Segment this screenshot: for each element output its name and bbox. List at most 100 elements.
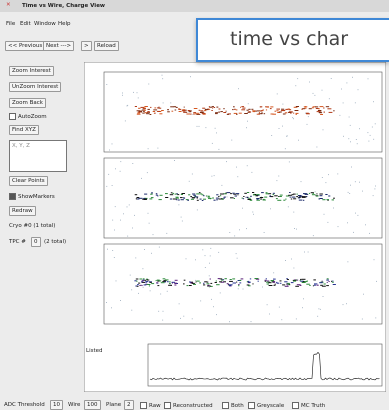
hit: [317, 316, 318, 317]
hit: [316, 193, 317, 194]
previous-button[interactable]: << Previous: [5, 41, 45, 51]
hit: [273, 279, 276, 280]
option-label: MC Truth: [301, 403, 325, 409]
hit: [296, 229, 297, 230]
hit: [278, 196, 279, 197]
hit: [248, 281, 250, 282]
zoom-back-button[interactable]: Zoom Back: [9, 98, 46, 108]
hit: [219, 149, 220, 150]
hit: [333, 198, 335, 199]
hit: [322, 286, 326, 287]
hit: [200, 193, 202, 194]
hit: [313, 285, 314, 286]
hit: [373, 101, 374, 102]
zoom-interest-button[interactable]: Zoom Interest: [9, 66, 54, 76]
hit: [295, 85, 296, 86]
hit: [108, 174, 109, 175]
coords-field[interactable]: X, Y, Z: [9, 140, 67, 172]
hit: [357, 143, 358, 144]
hit: [324, 214, 325, 215]
autozoom-checkbox[interactable]: AutoZoom: [9, 113, 47, 120]
hit: [148, 213, 149, 214]
hit: [338, 226, 339, 227]
hit: [362, 319, 363, 320]
menu-edit[interactable]: Edit: [20, 21, 31, 27]
hit: [212, 198, 214, 199]
hit: [243, 289, 244, 290]
hit: [147, 111, 149, 112]
clear-points-button[interactable]: Clear Points: [9, 176, 48, 186]
hit: [162, 320, 163, 321]
tpc-label: TPC #: [9, 239, 26, 245]
hit: [175, 280, 178, 281]
adc-field[interactable]: 10: [50, 400, 63, 410]
hit: [160, 195, 163, 196]
wire-field[interactable]: 100: [84, 400, 101, 410]
both-option[interactable]: Both: [222, 402, 244, 409]
hit: [332, 281, 333, 282]
hit: [176, 193, 177, 194]
showmarkers-checkbox[interactable]: ShowMarkers: [9, 193, 55, 200]
hit: [227, 283, 229, 284]
hit: [293, 118, 294, 119]
next-button[interactable]: Next --->: [43, 41, 74, 51]
reload-button[interactable]: Reload: [94, 41, 119, 51]
go-button[interactable]: >: [81, 41, 92, 51]
hit: [181, 217, 182, 218]
hit: [197, 209, 198, 210]
greyscale-option[interactable]: Greyscale: [248, 402, 284, 409]
hit: [184, 107, 185, 108]
find-xyz-button[interactable]: Find XYZ: [9, 125, 39, 135]
hit: [193, 195, 196, 196]
hit: [306, 113, 309, 114]
hit: [343, 102, 344, 103]
menu-file[interactable]: File: [6, 21, 15, 27]
hit: [241, 109, 245, 110]
hit: [355, 181, 356, 182]
hit: [125, 120, 126, 121]
hit: [146, 113, 150, 114]
hit: [153, 111, 155, 112]
raw-option[interactable]: Raw: [140, 402, 161, 409]
hit: [183, 283, 185, 284]
hit: [274, 285, 276, 286]
menu-help[interactable]: Help: [58, 21, 71, 27]
hit: [189, 181, 190, 182]
hit: [209, 287, 210, 288]
hit: [143, 198, 145, 199]
plane-field[interactable]: 2: [124, 400, 134, 410]
hit: [137, 113, 140, 114]
hit: [359, 182, 360, 183]
hit: [239, 280, 241, 281]
hit: [243, 196, 244, 197]
hit: [190, 114, 192, 115]
hit: [144, 106, 148, 107]
mctruth-option[interactable]: MC Truth: [292, 402, 325, 409]
redraw-button[interactable]: Redraw: [9, 206, 36, 216]
hit: [331, 78, 332, 79]
reco-option[interactable]: Reconstructed: [164, 402, 213, 409]
hit: [203, 283, 204, 284]
tpc-spinner[interactable]: 0: [31, 237, 41, 247]
menu-window[interactable]: Window: [34, 21, 56, 27]
hit: [148, 148, 149, 149]
close-icon[interactable]: ✕: [6, 2, 11, 8]
hit: [242, 198, 243, 199]
unzoom-interest-button[interactable]: UnZoom Interest: [9, 82, 61, 92]
hit: [138, 108, 140, 109]
hit: [204, 110, 206, 111]
hit: [192, 194, 195, 195]
hit: [287, 279, 289, 280]
hit: [351, 167, 352, 168]
hit: [373, 195, 374, 196]
hit: [233, 106, 235, 107]
hit: [260, 199, 262, 200]
hit: [127, 105, 128, 106]
hit: [255, 194, 256, 195]
callout: time vs char: [196, 18, 389, 62]
hit: [193, 114, 194, 115]
hit: [276, 198, 278, 199]
hit: [149, 285, 150, 286]
hit: [160, 294, 161, 295]
hit: [370, 135, 371, 136]
